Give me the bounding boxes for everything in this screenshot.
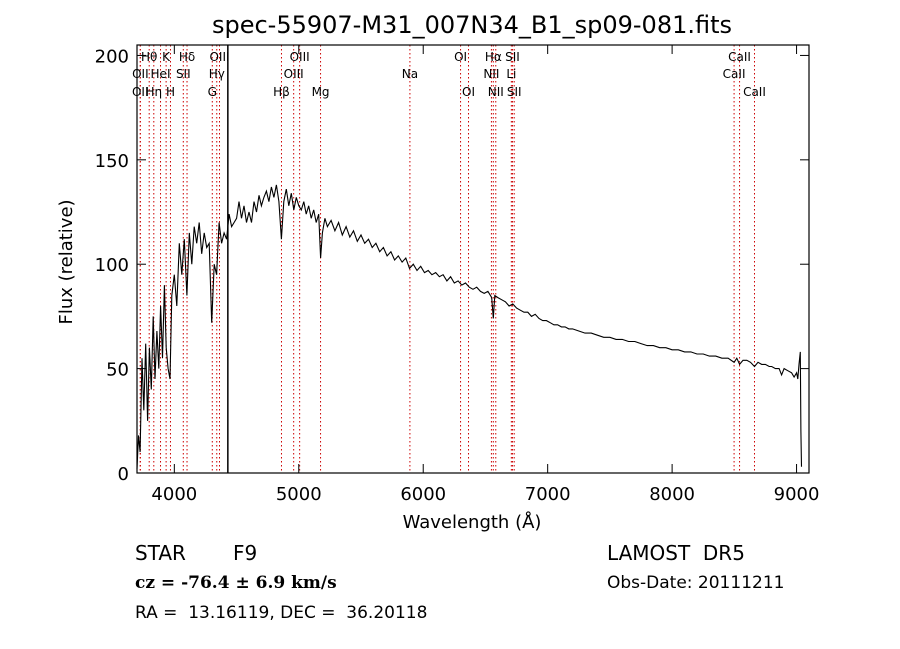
- x-tick-label-3: 7000: [525, 484, 571, 505]
- spectral-line-label-17: OII: [132, 85, 149, 99]
- x-tick-label-2: 6000: [400, 484, 446, 505]
- spectral-line-label-12: Hγ: [209, 67, 225, 81]
- spectral-line-label-14: NII: [483, 67, 499, 81]
- chart-title: spec-55907-M31_007N34_B1_sp09-081.fits: [212, 11, 732, 39]
- x-axis-ticks: 4000 5000 6000 7000 8000 9000: [151, 45, 819, 505]
- spectral-line-label-4: OIII: [290, 50, 310, 64]
- spectral-line-label-22: Mg: [312, 85, 330, 99]
- spectral-line-label-8: CaII: [728, 50, 751, 64]
- x-tick-label-5: 9000: [774, 484, 820, 505]
- y-axis-ticks: 0 50 100 150 200: [95, 46, 809, 485]
- spectral-line-label-9: OII: [132, 67, 149, 81]
- y-tick-label-3: 150: [95, 151, 129, 172]
- spectral-line-label-0: Hθ: [141, 50, 157, 64]
- spectral-line-label-18: Hη: [145, 85, 162, 99]
- object-class: STAR: [135, 541, 186, 565]
- y-tick-label-1: 50: [106, 360, 129, 381]
- spectral-line-label-6: Hα: [485, 50, 502, 64]
- x-axis-label: Wavelength (Å): [403, 511, 542, 533]
- object-subclass: F9: [233, 541, 257, 565]
- spectral-line-label-25: NII: [488, 85, 504, 99]
- y-tick-label-0: 0: [118, 464, 129, 485]
- spectral-line-label-1: K: [162, 50, 171, 64]
- spectral-line-label-26: SII: [507, 85, 522, 99]
- spectral-line-label-23: Na: [402, 67, 418, 81]
- spectrum-series-line: [136, 184, 803, 469]
- spectral-line-label-10: HeI: [151, 67, 171, 81]
- spectral-line-label-7: SII: [505, 50, 520, 64]
- spectral-line-label-15: Li: [506, 67, 516, 81]
- y-tick-label-4: 200: [95, 46, 129, 67]
- spectral-line-label-24: OI: [462, 85, 475, 99]
- spectral-line-label-19: H: [166, 85, 175, 99]
- spectral-line-label-13: OIII: [284, 67, 304, 81]
- plot-frame: [136, 44, 810, 474]
- spectral-line-label-20: G: [208, 85, 217, 99]
- spectral-line-markers: [139, 45, 755, 473]
- y-axis-label: Flux (relative): [56, 199, 77, 324]
- coordinates: RA = 13.16119, DEC = 36.20118: [135, 603, 427, 623]
- spectral-line-label-16: CaII: [723, 67, 746, 81]
- survey-label: LAMOST DR5: [607, 541, 745, 565]
- spectral-line-label-27: CaII: [743, 85, 766, 99]
- x-tick-label-1: 5000: [276, 484, 322, 505]
- spectral-line-label-2: Hδ: [179, 50, 195, 64]
- spectral-line-label-11: SII: [176, 67, 191, 81]
- y-tick-label-2: 100: [95, 255, 129, 276]
- spectral-line-label-3: OIII: [209, 50, 229, 64]
- observation-date: Obs-Date: 20111211: [607, 573, 784, 593]
- spectral-line-label-5: OI: [454, 50, 467, 64]
- x-tick-label-0: 4000: [151, 484, 197, 505]
- x-tick-label-4: 8000: [649, 484, 695, 505]
- redshift-cz: cz = -76.4 ± 6.9 km/s: [135, 573, 337, 593]
- spectral-line-label-21: Hβ: [273, 85, 290, 99]
